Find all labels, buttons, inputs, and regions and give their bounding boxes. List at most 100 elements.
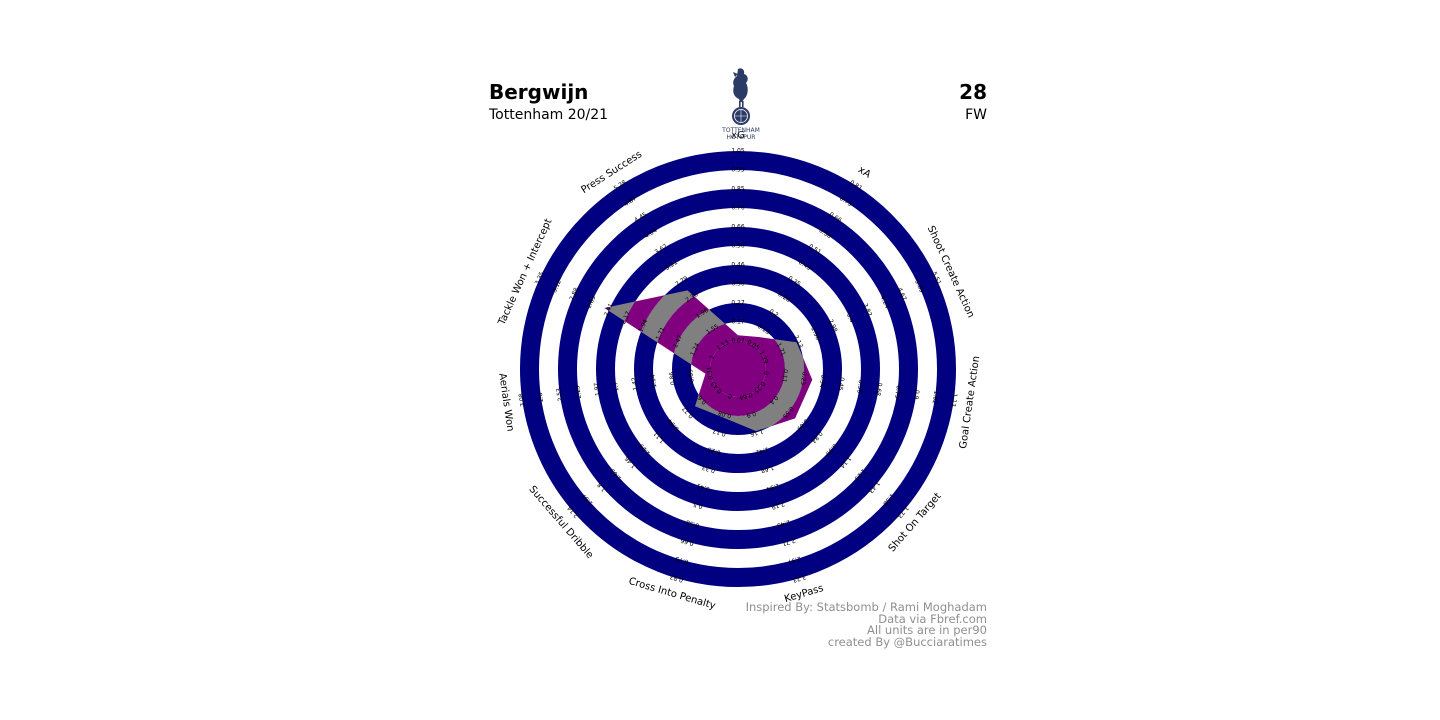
range-tick-label: 1.29	[758, 350, 770, 365]
range-tick-label: 0.86	[668, 371, 677, 385]
range-tick-label: 0.17	[731, 319, 745, 326]
range-tick-label: 0.41	[696, 482, 711, 493]
range-tick-label: 0.66	[680, 536, 695, 547]
range-tick-label: 1.94	[637, 318, 649, 333]
shirt-number: 28	[959, 80, 987, 104]
range-tick-label: 1.68	[760, 464, 775, 475]
range-tick-label: 0.59	[687, 368, 696, 382]
range-tick-label: 2.56	[809, 326, 821, 341]
range-tick-label: 0.79	[893, 385, 902, 399]
range-tick-label: 0	[727, 392, 733, 400]
range-tick-label: 0.95	[731, 167, 745, 174]
range-tick-label: 0.46	[731, 262, 745, 269]
range-tick-label: 0.25	[707, 445, 722, 456]
range-tick-label: 3.23	[792, 573, 807, 584]
range-tick-label: 0.45	[836, 377, 845, 391]
range-tick-label: 1.94	[765, 482, 780, 493]
range-tick-label: 1.42	[754, 445, 769, 456]
range-tick-label: 0.83	[669, 573, 684, 584]
range-tick-label: 4.24	[879, 295, 891, 310]
range-tick-label: 0.11	[780, 369, 789, 383]
range-tick-label: 3.4	[845, 312, 855, 324]
range-tick-label: 0.58	[685, 518, 700, 529]
range-tick-label: 0.56	[731, 243, 745, 250]
team-season: Tottenham 20/21	[489, 107, 609, 123]
range-tick-label: 0.27	[731, 300, 745, 307]
param-label: xA	[856, 164, 873, 180]
radar-ring	[634, 265, 842, 473]
range-tick-label: 0.31	[706, 366, 715, 380]
credit-line: created By @Bucciaratimes	[827, 634, 987, 649]
range-tick-label: 0.68	[874, 382, 883, 396]
range-tick-label: 0.6	[697, 394, 709, 406]
range-tick-label: 1.42	[631, 377, 640, 391]
range-tick-label: 0	[762, 371, 769, 376]
credits: Inspired By: Statsbomb / Rami Moghadam D…	[745, 600, 987, 649]
range-tick-label: 0.34	[818, 374, 827, 388]
radar-ring	[596, 227, 880, 511]
range-tick-label: 0.5	[692, 500, 703, 509]
param-label: xG	[731, 130, 745, 141]
range-tick-label: 0.66	[731, 224, 745, 231]
range-tick-label: 2.8	[537, 392, 545, 403]
range-tick-label: 0.85	[731, 186, 745, 193]
radar-center	[710, 341, 766, 397]
range-tick-label: 1.8	[596, 481, 608, 493]
range-tick-label: 1.02	[931, 390, 940, 404]
range-tick-label: 3.35	[534, 271, 546, 286]
range-tick-label: 2.17	[620, 310, 632, 325]
range-tick-label: 2.19	[770, 500, 785, 511]
player-position: FW	[965, 107, 987, 123]
range-tick-label: 1.24	[689, 342, 701, 357]
range-tick-label: 2.65	[586, 294, 598, 309]
range-tick-label: 2.98	[827, 318, 839, 333]
param-label: Goal Create Action	[958, 355, 982, 449]
crest-text-2: HOTSPUR	[727, 134, 756, 141]
range-tick-label: 2.88	[568, 287, 580, 302]
range-tick-label: 2.45	[776, 518, 791, 529]
range-tick-label: 1.47	[672, 334, 684, 349]
credit-line: All units are in per90	[867, 623, 987, 637]
credit-line: Inspired By: Statsbomb / Rami Moghadam	[745, 600, 987, 614]
range-tick-label: 1.71	[655, 326, 667, 341]
range-tick-label: 5.09	[913, 279, 925, 294]
range-tick-label: 3.82	[861, 302, 873, 317]
range-tick-label: 0.36	[731, 281, 745, 288]
range-tick-label: 0.4	[768, 394, 780, 406]
range-tick-label: 0.33	[701, 464, 716, 475]
range-tick-label: 0.9	[912, 389, 920, 400]
range-tick-label: 2.25	[574, 385, 583, 399]
radar-ring	[520, 151, 956, 587]
range-tick-label: 1	[709, 354, 717, 361]
range-tick-label: 1.05	[731, 148, 745, 155]
tottenham-crest-icon: TOTTENHAM HOTSPUR	[721, 68, 760, 141]
range-tick-label: 0.2	[768, 308, 780, 319]
range-tick-label: 3.12	[551, 279, 563, 294]
range-tick-label: 5.51	[930, 271, 942, 286]
range-tick-label: 0.64	[738, 391, 753, 402]
range-tick-label: 1.16	[749, 427, 764, 438]
range-tick-label: 2.71	[781, 536, 796, 547]
radar-ring	[558, 189, 918, 549]
range-tick-label: 1.14	[649, 374, 658, 388]
player-name: Bergwijn	[489, 80, 589, 104]
range-tick-label: 0.76	[731, 205, 745, 212]
range-tick-label: 2.53	[555, 387, 564, 401]
range-tick-label: 0.75	[674, 555, 689, 566]
crest-text-1: TOTTENHAM	[721, 127, 760, 134]
range-tick-label: 0.07	[731, 338, 745, 345]
range-tick-label: 0.08	[717, 409, 732, 420]
range-tick-label: 2.13	[792, 334, 804, 349]
range-tick-label: 0.9	[745, 409, 756, 418]
range-tick-label: 3.08	[518, 393, 527, 407]
range-tick-label: 2.97	[787, 555, 802, 566]
credit-line: Data via Fbref.com	[878, 611, 987, 626]
range-tick-label: 1.71	[775, 342, 787, 357]
range-tick-label: 1.13	[949, 393, 958, 407]
range-tick-label: 0.23	[799, 371, 808, 385]
range-tick-label: 2.41	[603, 302, 615, 317]
range-tick-label: 4.67	[896, 287, 908, 302]
range-tick-label: 0.17	[712, 427, 727, 438]
range-tick-label: 1.97	[593, 382, 602, 396]
